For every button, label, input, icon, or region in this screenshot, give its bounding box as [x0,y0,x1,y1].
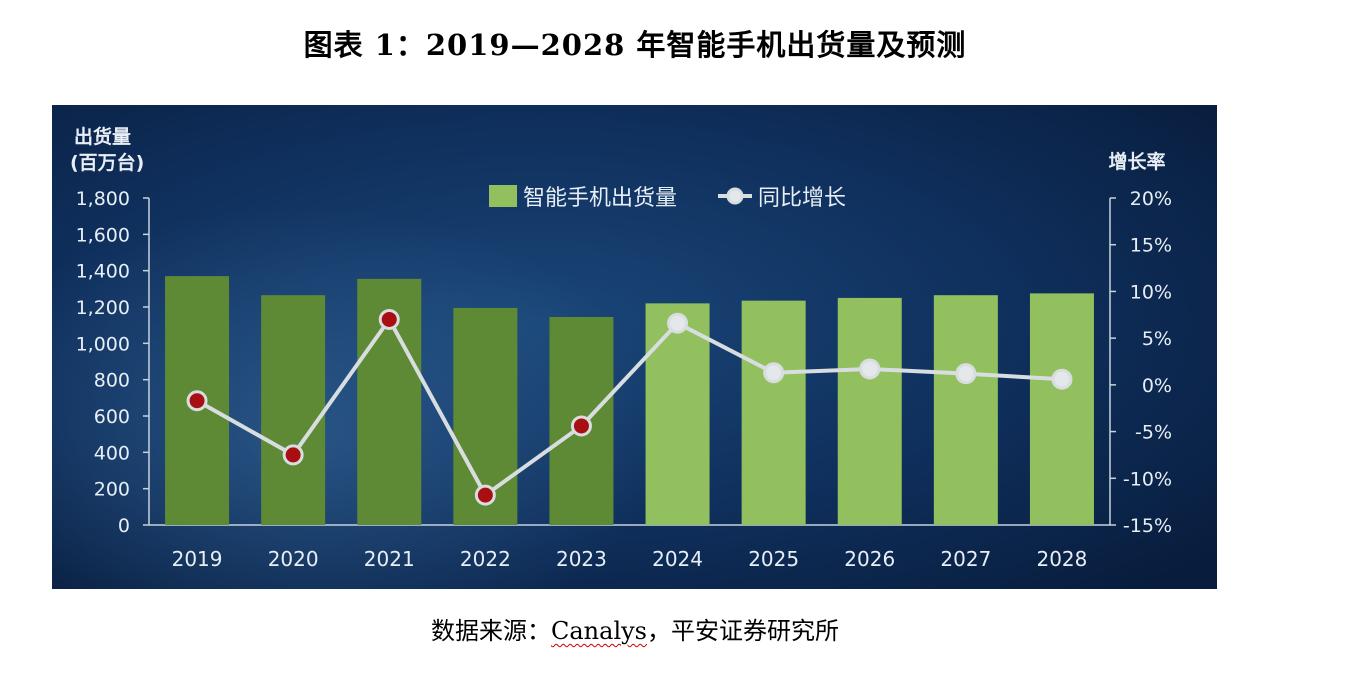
source-suffix: ，平安证券研究所 [647,617,839,645]
source-note: 数据来源：Canalys，平安证券研究所 [0,611,1270,646]
growth-point-2028 [1051,368,1073,390]
left-tick-label: 600 [94,406,130,428]
growth-point-2020 [282,444,304,466]
growth-point-2027 [955,363,977,385]
right-tick-label: 10% [1130,281,1172,303]
source-brand: Canalys [551,617,647,645]
x-tick-label: 2028 [1036,547,1087,571]
right-tick-label: -5% [1135,422,1172,444]
left-tick-label: 200 [94,479,130,501]
bar-2024 [645,303,710,525]
left-tick-label: 1,600 [76,224,130,246]
right-tick-label: 5% [1142,328,1172,350]
legend-bar-label: 智能手机出货量 [523,186,677,211]
right-axis-title: 增长率 [1108,150,1165,173]
legend-bar-swatch [489,185,517,207]
growth-point-2021 [378,308,400,330]
growth-point-2022 [474,484,496,506]
legend-line-label: 同比增长 [758,186,846,211]
bar-2026 [837,297,902,525]
chart-panel: 0 200 400 600 800 1,000 1,200 1,400 1,600 1,800 出货… [52,105,1217,589]
right-tick-label: 15% [1130,235,1172,257]
x-tick-label: 2021 [364,547,415,571]
right-tick-label: 0% [1142,375,1172,397]
bar-2028 [1029,293,1094,525]
right-tick-label: -10% [1123,468,1172,490]
growth-point-2026 [859,358,881,380]
shipments-growth-chart: 0 200 400 600 800 1,000 1,200 1,400 1,600 1,800 出货… [52,105,1217,589]
right-tick-label: -15% [1123,515,1172,537]
source-prefix: 数据来源： [431,617,551,645]
x-tick-label: 2022 [460,547,511,571]
left-tick-label: 1,400 [76,261,130,283]
x-tick-label: 2027 [940,547,991,571]
growth-point-2019 [186,390,208,412]
x-tick-label: 2025 [748,547,799,571]
left-tick-label: 400 [94,442,130,464]
right-tick-label: 20% [1130,188,1172,210]
x-tick-label: 2020 [268,547,319,571]
left-axis-title: 出货量 [74,125,131,148]
growth-point-2025 [763,362,785,384]
left-tick-label: 1,200 [76,297,130,319]
left-tick-label: 1,800 [76,188,130,210]
legend-line-marker [726,187,744,205]
x-tick-label: 2023 [556,547,607,571]
left-tick-label: 1,000 [76,333,130,355]
left-tick-label: 0 [118,515,130,537]
growth-point-2024 [667,312,689,334]
left-axis-unit: (百万台) [70,151,144,174]
x-tick-label: 2026 [844,547,895,571]
growth-line [196,317,1063,498]
x-tick-label: 2019 [172,547,223,571]
growth-point-2023 [570,415,592,437]
bar-2020 [261,295,326,525]
figure-title: 图表 1：2019—2028 年智能手机出货量及预测 [303,28,967,62]
x-tick-label: 2024 [652,547,703,571]
bar-2025 [741,300,806,525]
bar-2027 [933,295,998,525]
left-tick-label: 800 [94,370,130,392]
